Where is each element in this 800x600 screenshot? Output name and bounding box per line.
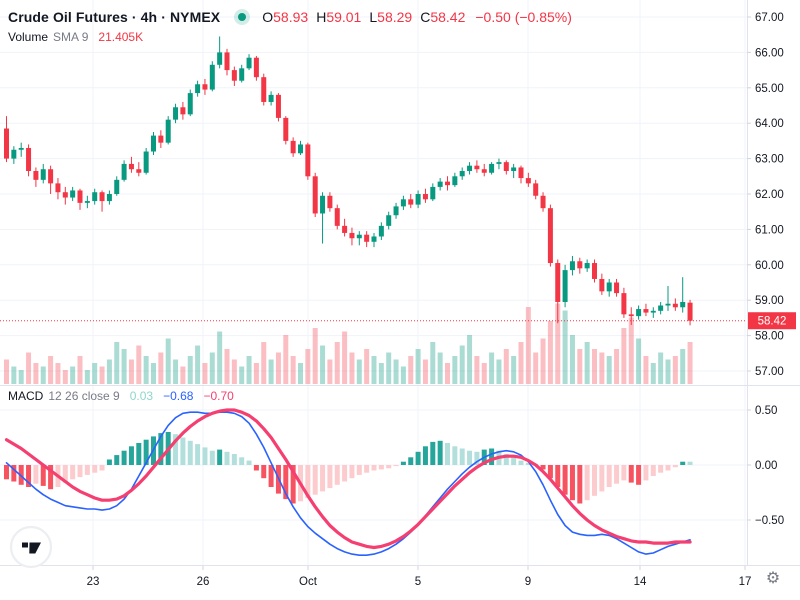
macd-line [5, 411, 691, 557]
svg-text:65.00: 65.00 [755, 83, 784, 95]
price-axis[interactable] [748, 0, 800, 565]
svg-text:5: 5 [415, 576, 421, 588]
volume-label[interactable]: Volume [8, 30, 49, 44]
time-axis-labels: 23 26 Oct 5 9 14 17 [87, 566, 752, 588]
svg-text:26: 26 [197, 576, 210, 588]
svg-text:0.50: 0.50 [755, 405, 777, 417]
svg-text:62.00: 62.00 [755, 189, 784, 201]
volume-legend[interactable]: Volume SMA 9 21.405K [8, 30, 143, 44]
svg-text:58.42: 58.42 [758, 316, 787, 328]
separators [0, 0, 800, 566]
svg-text:64.00: 64.00 [755, 118, 784, 130]
svg-text:23: 23 [87, 576, 100, 588]
signal-line [4, 408, 692, 550]
market-status-dot[interactable] [234, 9, 251, 25]
macd-params: 12 26 close 9 [48, 389, 120, 403]
grid-layer [0, 0, 747, 565]
price-axis-labels: 67.00 66.00 65.00 64.00 63.00 62.00 61.00 60.00… [747, 12, 784, 378]
ohlc-open-value: 58.93 [273, 9, 309, 25]
svg-text:9: 9 [525, 576, 531, 588]
market-status-dot-core [238, 13, 247, 21]
svg-text:66.00: 66.00 [755, 47, 784, 59]
svg-text:63.00: 63.00 [755, 154, 784, 166]
ohlc-change-value: −0.50 (−0.85%) [475, 9, 572, 25]
svg-text:14: 14 [634, 576, 647, 588]
svg-text:0.00: 0.00 [755, 460, 777, 472]
macd-label[interactable]: MACD [8, 389, 44, 403]
ohlc-close-label: C [420, 9, 431, 25]
ohlc-close-value: 58.42 [430, 9, 466, 25]
ohlc-high-value: 59.01 [326, 9, 362, 25]
svg-text:58.00: 58.00 [755, 331, 784, 343]
macd-signal-value: −0.70 [203, 389, 234, 403]
svg-text:Oct: Oct [299, 576, 318, 588]
axis-settings-gear-icon[interactable]: ⚙ [765, 568, 781, 587]
pane-separator[interactable] [0, 384, 747, 388]
svg-text:67.00: 67.00 [755, 12, 784, 24]
macd-hist-value: 0.03 [129, 389, 154, 403]
macd-histogram-layer [4, 432, 693, 504]
ohlc-open-label: O [262, 9, 274, 25]
macd-axis-labels: 0.50 0.00 −0.50 [747, 405, 784, 527]
ohlc-low-label: L [369, 9, 378, 25]
svg-text:59.00: 59.00 [755, 295, 784, 307]
volume-value: 21.405K [98, 30, 144, 44]
tradingview-logo[interactable] [9, 525, 53, 569]
symbol-title[interactable]: Crude Oil Futures · 4h · NYMEX [8, 9, 221, 25]
svg-text:57.00: 57.00 [755, 366, 784, 378]
volume-sma-label: SMA 9 [53, 30, 89, 44]
symbol-legend: Crude Oil Futures · 4h · NYMEX O 58.93 H… [8, 9, 572, 25]
candles-layer [4, 36, 693, 326]
ohlc-low-value: 58.29 [377, 9, 413, 25]
macd-legend[interactable]: MACD 12 26 close 9 0.03 −0.68 −0.70 [8, 389, 234, 403]
time-axis[interactable] [0, 566, 747, 600]
svg-text:61.00: 61.00 [755, 224, 784, 236]
svg-text:60.00: 60.00 [755, 260, 784, 272]
svg-text:−0.50: −0.50 [755, 515, 784, 527]
ohlc-high-label: H [316, 9, 327, 25]
macd-line-value: −0.68 [163, 389, 194, 403]
svg-text:17: 17 [739, 576, 752, 588]
price-badge: 58.42 [748, 312, 796, 330]
tradingview-logo-icon [9, 525, 53, 569]
volume-layer [4, 303, 693, 384]
